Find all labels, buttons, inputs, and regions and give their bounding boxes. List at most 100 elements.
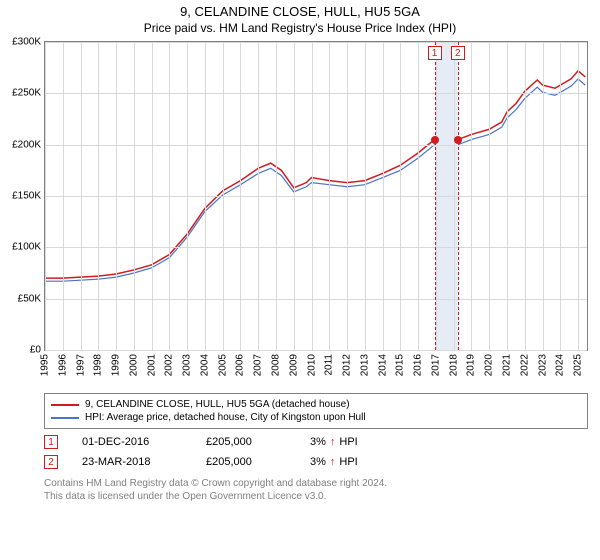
series-hpi — [45, 79, 585, 281]
xtick-label: 2007 — [253, 354, 264, 376]
gridline-v — [525, 42, 526, 350]
gridline-v — [418, 42, 419, 350]
arrow-up-icon: ↑ — [330, 456, 336, 468]
chart-container: 9, CELANDINE CLOSE, HULL, HU5 5GA Price … — [0, 0, 600, 560]
marker-vline — [458, 42, 459, 350]
xtick-label: 2010 — [306, 354, 317, 376]
xtick-label: 2002 — [164, 354, 175, 376]
xtick-label: 2005 — [217, 354, 228, 376]
xtick-label: 1997 — [75, 354, 86, 376]
gridline-v — [454, 42, 455, 350]
gridline-v — [223, 42, 224, 350]
xtick-label: 2019 — [466, 354, 477, 376]
gridline-v — [134, 42, 135, 350]
gridline-v — [187, 42, 188, 350]
xtick-label: 2001 — [146, 354, 157, 376]
ytick-label: £200K — [12, 139, 41, 150]
gridline-h — [45, 196, 587, 197]
xtick-label: 2018 — [448, 354, 459, 376]
gridline-v — [365, 42, 366, 350]
footer-attribution: Contains HM Land Registry data © Crown c… — [44, 477, 588, 503]
gridline-v — [400, 42, 401, 350]
chart-title: 9, CELANDINE CLOSE, HULL, HU5 5GA — [0, 0, 600, 19]
gridline-v — [347, 42, 348, 350]
chart-subtitle: Price paid vs. HM Land Registry's House … — [0, 19, 600, 41]
gridline-v — [543, 42, 544, 350]
legend: 9, CELANDINE CLOSE, HULL, HU5 5GA (detac… — [44, 393, 588, 429]
xtick-label: 2000 — [128, 354, 139, 376]
sale-date: 23-MAR-2018 — [82, 456, 182, 468]
xtick-label: 2013 — [359, 354, 370, 376]
gridline-v — [578, 42, 579, 350]
legend-row: HPI: Average price, detached house, City… — [51, 411, 581, 424]
gridline-v — [258, 42, 259, 350]
marker-dot — [431, 136, 439, 144]
gridline-v — [240, 42, 241, 350]
gridline-h — [45, 145, 587, 146]
gridline-v — [489, 42, 490, 350]
gridline-v — [205, 42, 206, 350]
xtick-label: 2003 — [182, 354, 193, 376]
sale-delta-pct: 3% — [310, 456, 326, 468]
sale-delta-pct: 3% — [310, 436, 326, 448]
gridline-h — [45, 350, 587, 351]
ytick-label: £250K — [12, 88, 41, 99]
sale-price: £205,000 — [206, 456, 286, 468]
gridline-h — [45, 42, 587, 43]
xtick-label: 2006 — [235, 354, 246, 376]
xtick-label: 2020 — [484, 354, 495, 376]
legend-label: 9, CELANDINE CLOSE, HULL, HU5 5GA (detac… — [85, 399, 350, 410]
sale-delta: 3% ↑HPI — [310, 436, 358, 448]
gridline-v — [383, 42, 384, 350]
footer-line-1: Contains HM Land Registry data © Crown c… — [44, 477, 588, 490]
sale-marker-badge: 2 — [44, 455, 58, 469]
sale-price: £205,000 — [206, 436, 286, 448]
gridline-v — [276, 42, 277, 350]
gridline-v — [152, 42, 153, 350]
sales-table: 1 01-DEC-2016 £205,000 3% ↑HPI 2 23-MAR-2018 £2… — [0, 435, 600, 469]
ytick-label: £100K — [12, 242, 41, 253]
xtick-label: 2011 — [324, 354, 335, 376]
gridline-v — [81, 42, 82, 350]
gridline-v — [507, 42, 508, 350]
legend-swatch — [51, 404, 79, 406]
xtick-label: 2009 — [288, 354, 299, 376]
xtick-label: 2014 — [377, 354, 388, 376]
gridline-h — [45, 247, 587, 248]
sale-row: 1 01-DEC-2016 £205,000 3% ↑HPI — [44, 435, 588, 449]
marker-badge: 2 — [451, 46, 465, 60]
xtick-label: 2022 — [519, 354, 530, 376]
xtick-label: 2023 — [537, 354, 548, 376]
xtick-label: 2004 — [199, 354, 210, 376]
ytick-label: £50K — [18, 293, 41, 304]
xtick-label: 2024 — [555, 354, 566, 376]
ytick-label: £300K — [12, 37, 41, 48]
gridline-v — [312, 42, 313, 350]
sale-delta-ref: HPI — [339, 436, 357, 448]
sale-marker-badge: 1 — [44, 435, 58, 449]
gridline-v — [63, 42, 64, 350]
legend-row: 9, CELANDINE CLOSE, HULL, HU5 5GA (detac… — [51, 398, 581, 411]
gridline-v — [169, 42, 170, 350]
sale-date: 01-DEC-2016 — [82, 436, 182, 448]
xtick-label: 2015 — [395, 354, 406, 376]
xtick-label: 2008 — [271, 354, 282, 376]
gridline-v — [471, 42, 472, 350]
legend-swatch — [51, 417, 79, 419]
xtick-label: 1995 — [40, 354, 51, 376]
gridline-v — [436, 42, 437, 350]
xtick-label: 2025 — [573, 354, 584, 376]
xtick-label: 2012 — [342, 354, 353, 376]
gridline-v — [98, 42, 99, 350]
sale-delta: 3%↑HPI — [310, 456, 358, 468]
gridline-h — [45, 299, 587, 300]
arrow-up-icon: ↑ — [330, 436, 336, 448]
sale-row: 223-MAR-2018£205,0003%↑HPI — [44, 455, 588, 469]
xtick-label: 1999 — [111, 354, 122, 376]
xtick-label: 1996 — [57, 354, 68, 376]
xtick-label: 1998 — [93, 354, 104, 376]
xtick-label: 2016 — [413, 354, 424, 376]
gridline-v — [329, 42, 330, 350]
marker-badge: 1 — [428, 46, 442, 60]
gridline-v — [294, 42, 295, 350]
